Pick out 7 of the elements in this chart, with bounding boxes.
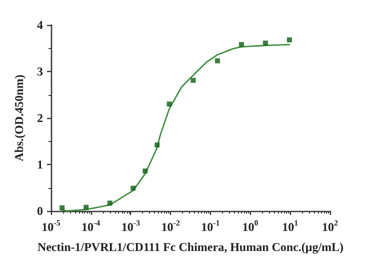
y-tick-label: 0 bbox=[37, 204, 43, 218]
y-axis-title: Abs.(OD.450nm) bbox=[12, 74, 26, 162]
y-tick-label: 2 bbox=[37, 111, 43, 125]
y-tick-label: 4 bbox=[37, 18, 43, 32]
y-tick-label: 1 bbox=[37, 158, 43, 172]
x-axis-title: Nectin-1/PVRL1/CD111 Fc Chimera, Human Conc.(μg/mL) bbox=[37, 240, 344, 254]
y-tick-label: 3 bbox=[37, 64, 43, 78]
